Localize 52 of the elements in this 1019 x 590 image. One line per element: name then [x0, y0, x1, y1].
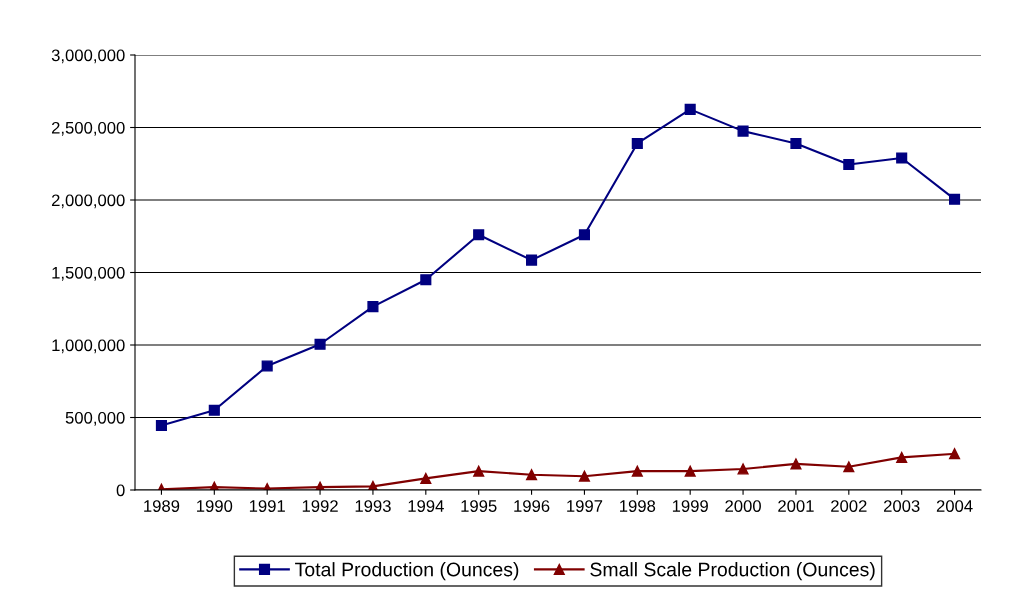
x-tick-label: 1998	[620, 500, 656, 512]
x-tick-label: 1992	[302, 500, 338, 512]
point	[208, 404, 220, 416]
point	[684, 465, 696, 477]
x-tick-label: 2004	[936, 500, 973, 512]
point	[949, 193, 961, 205]
point	[420, 274, 432, 286]
point	[790, 137, 802, 150]
point	[684, 103, 696, 115]
legend-label: Small Scale Production (Ounces)	[590, 562, 875, 581]
x-tick-label: 2002	[831, 500, 867, 512]
y-tick-label: 1,000,000	[52, 339, 125, 354]
point	[473, 465, 485, 477]
x-tick-label: 2000	[725, 500, 761, 512]
point	[843, 158, 855, 171]
x-tick-label: 1989	[144, 500, 180, 512]
x-tick-label: 1993	[355, 500, 391, 512]
x-tick-label: 1994	[408, 500, 444, 512]
point	[526, 469, 538, 481]
point	[526, 254, 538, 266]
point	[949, 448, 961, 460]
point	[843, 461, 855, 473]
x-tick-label: 1999	[672, 500, 708, 512]
point	[790, 458, 802, 470]
point	[367, 301, 379, 313]
y-tick-label: 1,500,000	[52, 266, 125, 281]
x-tick-label: 2001	[778, 500, 814, 512]
x-tick-label: 1997	[567, 500, 603, 512]
point	[314, 338, 326, 350]
y-tick-label: 2,500,000	[51, 121, 125, 136]
point	[473, 229, 485, 241]
y-tick-label: 2,000,000	[51, 194, 125, 209]
point	[896, 152, 908, 164]
x-tick-label: 2003	[883, 500, 920, 512]
point	[737, 125, 749, 137]
legend-label: Total Production (Ounces)	[295, 562, 519, 581]
point	[631, 137, 643, 150]
y-tick-label: 0	[116, 484, 125, 497]
point	[261, 360, 273, 372]
point	[896, 451, 908, 463]
point	[155, 419, 167, 432]
point	[420, 472, 432, 484]
point	[737, 463, 749, 475]
x-tick-label: 1991	[249, 500, 285, 512]
point	[631, 465, 643, 477]
point	[578, 229, 590, 241]
x-tick-label: 1990	[197, 500, 233, 512]
x-tick-label: 1995	[461, 500, 497, 512]
y-tick-label: 3,000,000	[51, 49, 125, 64]
y-tick-label: 500,000	[65, 411, 125, 426]
x-tick-label: 1996	[514, 500, 550, 512]
point	[578, 470, 590, 482]
